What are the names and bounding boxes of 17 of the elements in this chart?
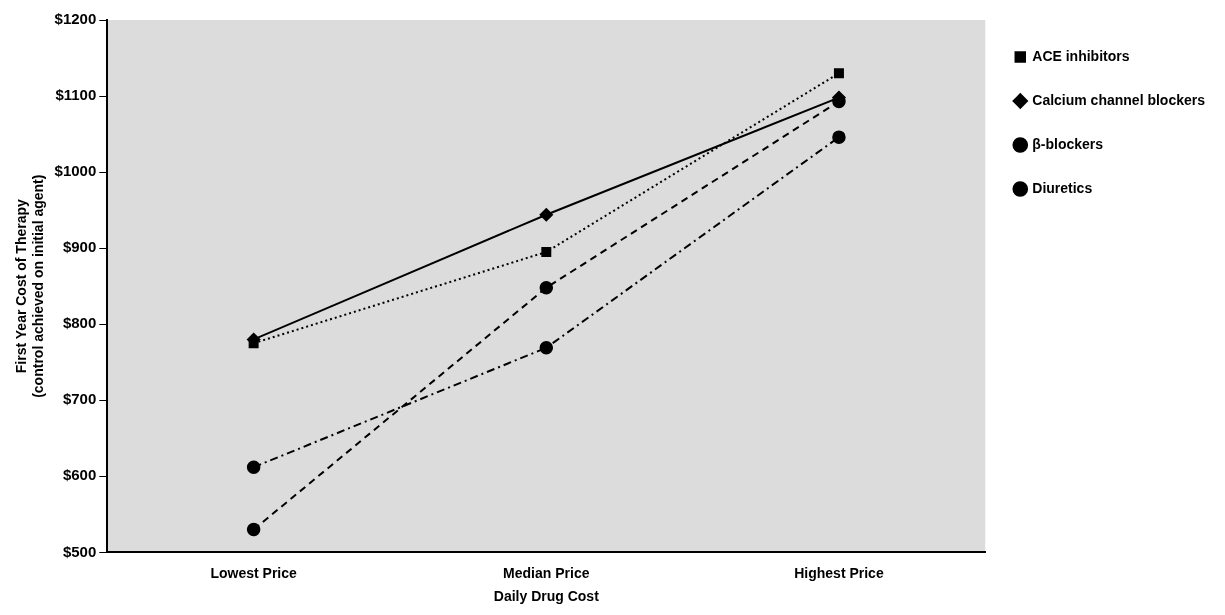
y-tick-label: $900: [62, 238, 97, 256]
legend-label: ACE inhibitors: [1032, 47, 1130, 64]
y-tick-label: $1000: [54, 162, 97, 180]
y-tick-label: $800: [62, 314, 97, 332]
y-tick-label: $700: [62, 390, 97, 408]
x-tick-label: Lowest Price: [210, 564, 298, 581]
x-tick-label: Median Price: [503, 564, 590, 581]
y-tick-label: $1100: [55, 86, 97, 104]
y-tick-label: $600: [62, 466, 97, 484]
legend-label: Calcium channel blockers: [1032, 91, 1206, 108]
y-axis-title: First Year Cost of Therapy (control achieved on initial agent): [13, 174, 47, 398]
legend-label: β-blockers: [1032, 135, 1104, 152]
x-axis-title: Daily Drug Cost: [493, 588, 600, 605]
y-tick-label: $1200: [54, 10, 97, 28]
legend-label: Diuretics: [1032, 179, 1093, 196]
y-tick-label: $500: [62, 542, 97, 560]
x-tick-label: Highest Price: [794, 564, 884, 581]
